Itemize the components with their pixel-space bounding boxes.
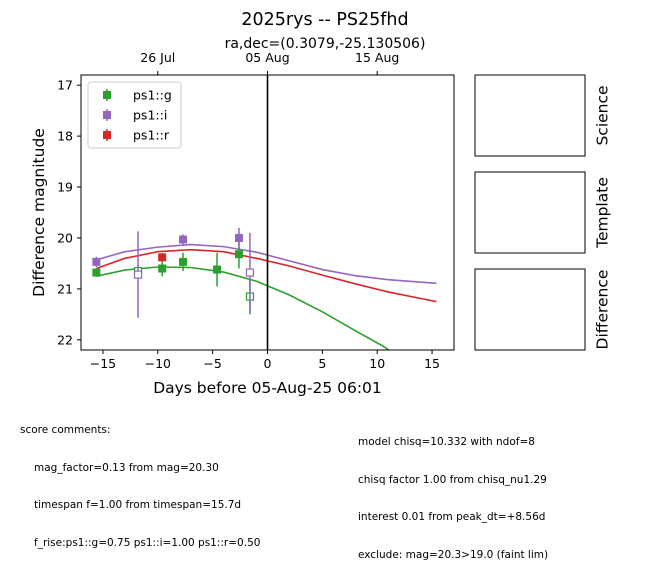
legend-marker — [103, 91, 111, 99]
stamp-template-label: Template — [594, 177, 612, 249]
light-curve-figure: 2025rys -- PS25fhd ra,dec=(0.3079,-25.130… — [30, 10, 612, 397]
score-comment-line-2: timespan f=1.00 from timespan=15.7d — [34, 499, 242, 511]
score-comment-line-1: mag_factor=0.13 from mag=20.30 — [34, 461, 219, 474]
detection-point-ps1--g-4 — [234, 250, 243, 259]
top-tick-label: 15 Aug — [355, 50, 399, 65]
x-tick-label: 10 — [369, 356, 385, 371]
legend-marker — [103, 111, 111, 119]
stamp-difference-label: Difference — [594, 270, 612, 350]
stamp-science-image — [474, 74, 586, 157]
detection-point-ps1--i-0 — [92, 257, 101, 266]
score-comments: score comments: mag_factor=0.13 from mag… — [20, 399, 260, 562]
top-tick-label: 26 Jul — [140, 50, 175, 65]
score-comment-line-3: f_rise:ps1::g=0.75 ps1::i=1.00 ps1::r=0.… — [34, 536, 261, 549]
x-tick-label: 5 — [318, 356, 326, 371]
y-tick-label: 22 — [57, 332, 73, 347]
x-axis-label: Days before 05-Aug-25 06:01 — [153, 379, 382, 397]
stamp-template-image — [474, 171, 586, 254]
detection-point-ps1--g-2 — [179, 257, 188, 266]
plot-area — [92, 75, 437, 350]
x-tick-label: 15 — [424, 356, 440, 371]
detection-point-ps1--g-1 — [158, 264, 167, 273]
score-comments-header: score comments: — [20, 424, 111, 436]
y-tick-label: 17 — [57, 78, 73, 93]
model-curve-ps1--r — [96, 248, 437, 303]
stamp-difference-image — [474, 268, 586, 351]
stamp-science-label: Science — [594, 85, 612, 145]
x-tick-label: 0 — [264, 356, 272, 371]
model-comments: model chisq=10.332 with ndof=8 chisq fac… — [358, 411, 548, 574]
model-curve-ps1--g — [96, 266, 391, 350]
detection-point-ps1--g-0 — [92, 268, 101, 277]
detection-point-ps1--i-2 — [234, 233, 243, 242]
legend-label: ps1::i — [133, 108, 167, 123]
legend-label: ps1::g — [133, 88, 172, 103]
model-curve-ps1--i — [96, 243, 437, 285]
detection-point-ps1--g-3 — [213, 265, 222, 274]
chart-title: 2025rys -- PS25fhd — [241, 10, 408, 30]
top-tick-label: 05 Aug — [245, 50, 289, 65]
model-comment-line-3: interest 0.01 from peak_dt=+8.56d — [358, 511, 546, 523]
x-tick-label: −10 — [145, 356, 171, 371]
y-tick-label: 18 — [57, 129, 73, 144]
x-tick-label: −5 — [203, 356, 221, 371]
y-axis-label: Difference magnitude — [30, 128, 48, 297]
detection-point-ps1--r-0 — [158, 253, 167, 262]
model-comment-line-4: exclude: mag=20.3>19.0 (faint lim) — [358, 548, 549, 561]
detection-point-ps1--i-1 — [179, 235, 188, 244]
legend-frame — [87, 81, 182, 149]
nondetection-point-ps1--i-1 — [245, 268, 255, 277]
y-tick-label: 20 — [57, 230, 73, 245]
chart-subtitle: ra,dec=(0.3079,-25.130506) — [225, 36, 426, 52]
y-tick-label: 19 — [57, 180, 73, 195]
model-comment-line-1: model chisq=10.332 with ndof=8 — [358, 436, 535, 448]
y-tick-label: 21 — [57, 281, 73, 296]
model-comment-line-2: chisq factor 1.00 from chisq_nu1.29 — [358, 473, 547, 486]
x-tick-label: −15 — [90, 356, 116, 371]
legend-label: ps1::r — [133, 128, 170, 143]
nondetection-point-ps1--i-0 — [133, 270, 143, 279]
legend-marker — [103, 131, 111, 139]
